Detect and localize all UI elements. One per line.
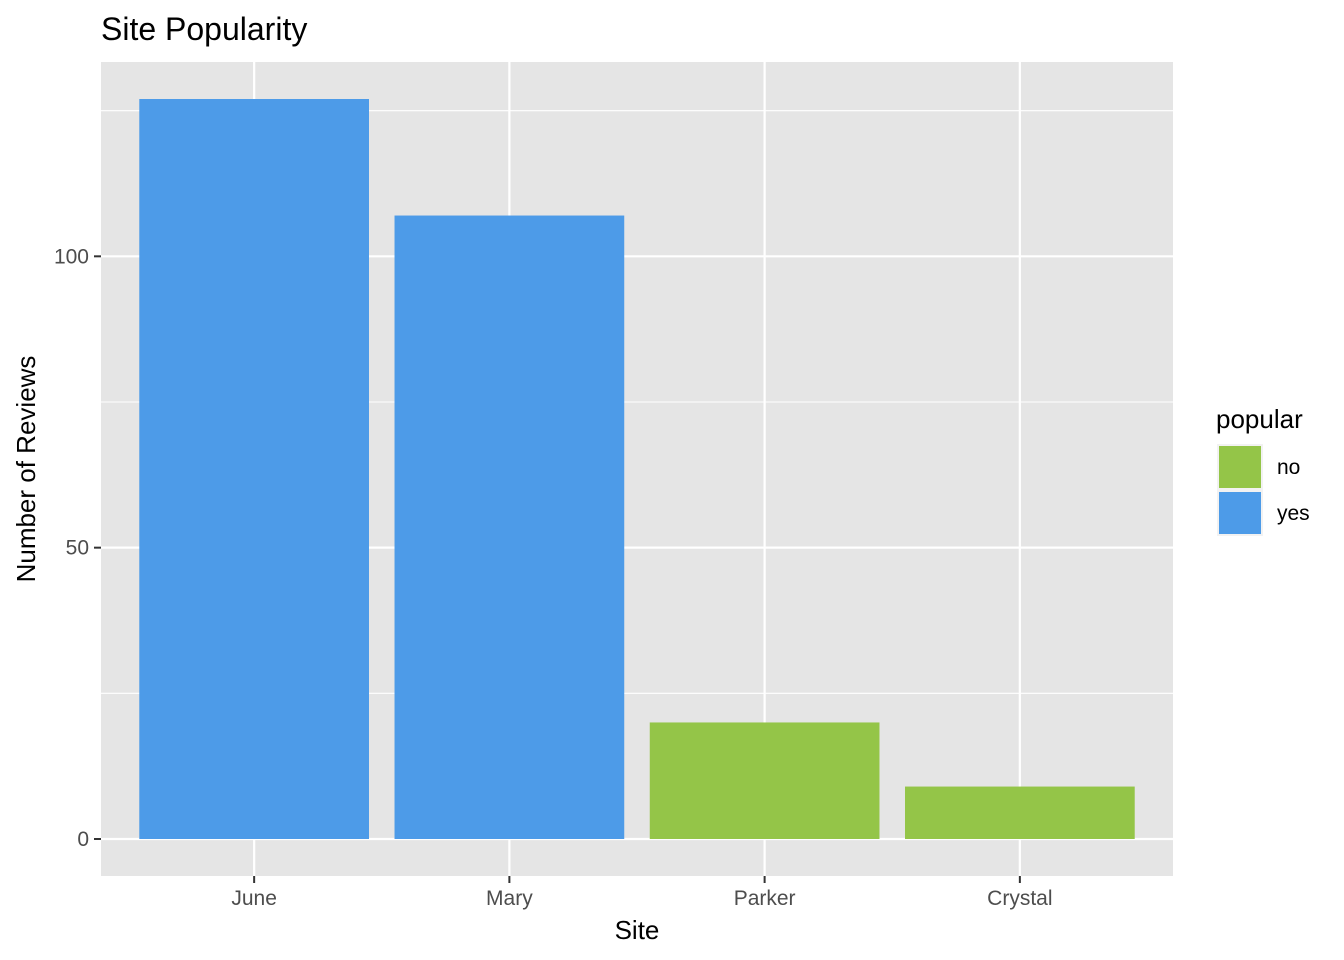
legend: popular no yes [1216, 404, 1310, 536]
x-tick-label: Parker [734, 887, 796, 910]
legend-swatch-no [1219, 446, 1261, 488]
y-tick-label: 50 [66, 537, 89, 560]
chart-title: Site Popularity [101, 11, 307, 47]
bar-june [139, 99, 369, 839]
bar-parker [649, 722, 880, 839]
legend-title: popular [1216, 404, 1303, 434]
x-tick-label: Crystal [987, 887, 1052, 910]
bar-mary [394, 215, 625, 840]
y-axis-title: Number of Reviews [11, 356, 41, 583]
legend-swatch-yes [1219, 492, 1261, 534]
x-axis: June Mary Parker Crystal [231, 876, 1053, 910]
legend-label-yes: yes [1277, 502, 1310, 525]
bars [139, 99, 1135, 840]
y-tick-label: 0 [77, 828, 89, 851]
x-tick-label: Mary [486, 887, 533, 910]
x-axis-title: Site [615, 915, 660, 945]
y-tick-label: 100 [54, 245, 89, 268]
legend-label-no: no [1277, 456, 1300, 479]
y-axis: 0 50 100 [54, 245, 101, 851]
x-tick-label: June [231, 887, 277, 910]
bar-crystal [905, 786, 1135, 839]
